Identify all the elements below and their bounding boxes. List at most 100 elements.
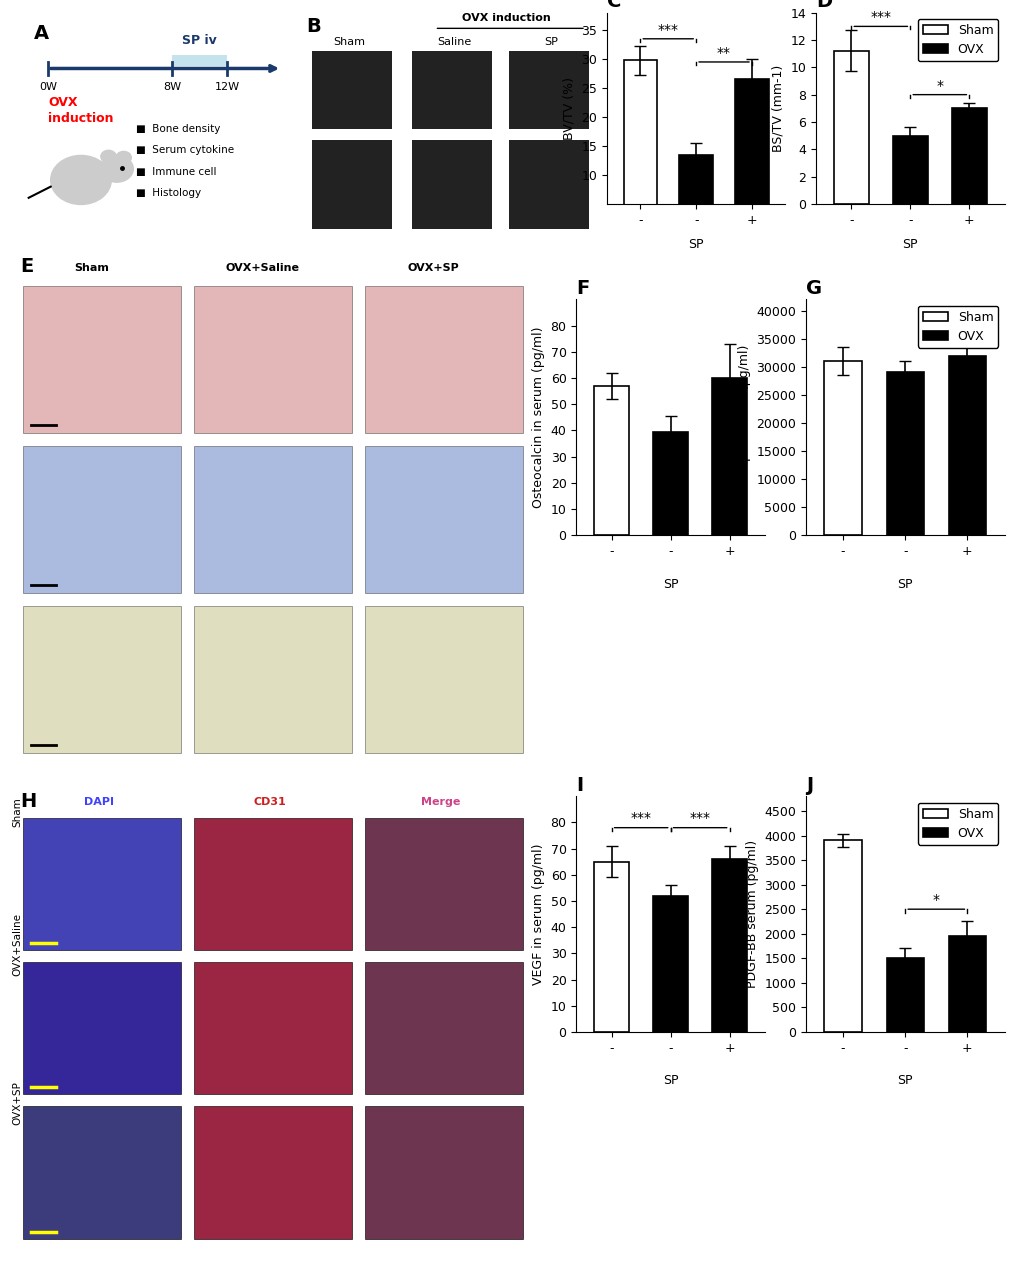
Bar (948, 936, 985, 1032)
FancyBboxPatch shape (412, 51, 491, 129)
Text: ***: *** (869, 10, 891, 24)
Text: ***: *** (630, 812, 651, 826)
Text: SP: SP (662, 1074, 678, 1088)
Text: 12W: 12W (214, 82, 239, 92)
FancyBboxPatch shape (194, 962, 352, 1094)
Y-axis label: BS/TV (mm-1): BS/TV (mm-1) (771, 65, 784, 152)
Bar (886, 958, 923, 1032)
FancyBboxPatch shape (194, 818, 352, 950)
Text: SP: SP (662, 577, 678, 591)
Text: ■  Histology: ■ Histology (136, 187, 201, 197)
Text: OVX+Saline: OVX+Saline (13, 913, 22, 976)
FancyBboxPatch shape (172, 55, 227, 66)
FancyBboxPatch shape (412, 140, 491, 229)
Bar (886, 372, 923, 535)
Text: SP: SP (897, 577, 912, 591)
FancyBboxPatch shape (23, 1106, 181, 1238)
FancyBboxPatch shape (194, 446, 352, 592)
Circle shape (101, 150, 116, 163)
Bar (892, 135, 927, 204)
Text: induction: induction (48, 112, 113, 125)
Y-axis label: TGF-β in serum (pg/ml): TGF-β in serum (pg/ml) (737, 344, 750, 490)
Circle shape (51, 155, 111, 204)
Text: J: J (805, 776, 812, 795)
Bar (711, 859, 747, 1032)
FancyBboxPatch shape (194, 605, 352, 753)
Bar (679, 154, 712, 233)
Bar (951, 108, 986, 204)
Text: E: E (20, 257, 34, 276)
Bar (711, 378, 747, 535)
Y-axis label: Osteocalcin in serum (pg/ml): Osteocalcin in serum (pg/ml) (532, 326, 544, 508)
Bar (593, 386, 629, 535)
Text: 0W: 0W (39, 82, 57, 92)
Circle shape (100, 155, 133, 182)
FancyBboxPatch shape (365, 605, 523, 753)
Text: C: C (606, 0, 621, 11)
Bar (823, 841, 861, 1032)
Y-axis label: VEGF in serum (pg/ml): VEGF in serum (pg/ml) (532, 843, 544, 985)
FancyBboxPatch shape (312, 140, 391, 229)
Text: SP iv: SP iv (181, 34, 217, 47)
FancyBboxPatch shape (365, 962, 523, 1094)
Bar (593, 861, 629, 1032)
FancyBboxPatch shape (23, 962, 181, 1094)
Y-axis label: PDGF-BB serum (pg/ml): PDGF-BB serum (pg/ml) (745, 840, 758, 989)
Text: OVX+SP: OVX+SP (408, 262, 459, 273)
Text: Merge: Merge (421, 796, 461, 806)
FancyBboxPatch shape (312, 51, 391, 129)
Text: ***: *** (657, 23, 678, 37)
Text: ■  Bone density: ■ Bone density (136, 125, 220, 134)
Bar (735, 79, 768, 233)
Text: **: ** (716, 46, 731, 60)
Text: SP: SP (688, 238, 703, 251)
Legend: Sham, OVX: Sham, OVX (917, 306, 998, 348)
Text: A: A (35, 24, 49, 43)
Text: CD31: CD31 (254, 796, 286, 806)
Bar (833, 51, 868, 204)
Text: DAPI: DAPI (85, 796, 114, 806)
Bar (652, 896, 688, 1032)
Circle shape (116, 152, 131, 164)
FancyBboxPatch shape (365, 1106, 523, 1238)
Bar (948, 355, 985, 535)
Y-axis label: BV/TV (%): BV/TV (%) (562, 76, 575, 140)
Text: SP: SP (544, 37, 558, 47)
Text: SP: SP (902, 238, 917, 251)
Text: ***: *** (689, 812, 710, 826)
Text: I: I (576, 776, 583, 795)
FancyBboxPatch shape (365, 446, 523, 592)
Legend: Sham, OVX: Sham, OVX (917, 19, 998, 61)
Text: 8W: 8W (163, 82, 180, 92)
Text: Sham: Sham (74, 262, 109, 273)
Text: F: F (576, 279, 589, 298)
FancyBboxPatch shape (508, 140, 588, 229)
FancyBboxPatch shape (23, 605, 181, 753)
Text: *: * (935, 79, 943, 93)
FancyBboxPatch shape (508, 51, 588, 129)
FancyBboxPatch shape (23, 818, 181, 950)
Text: OVX+SP: OVX+SP (13, 1080, 22, 1125)
Text: Saline: Saline (437, 37, 471, 47)
Text: Sham: Sham (13, 798, 22, 827)
Text: ■  Immune cell: ■ Immune cell (136, 167, 216, 177)
Text: G: G (805, 279, 821, 298)
Text: H: H (20, 792, 37, 812)
FancyBboxPatch shape (194, 1106, 352, 1238)
Legend: Sham, OVX: Sham, OVX (917, 803, 998, 845)
Text: B: B (306, 17, 320, 36)
Text: OVX induction: OVX induction (461, 13, 550, 23)
Bar (623, 60, 656, 233)
Text: OVX+Saline: OVX+Saline (225, 262, 300, 273)
Bar (652, 432, 688, 535)
FancyBboxPatch shape (23, 446, 181, 592)
Text: ■  Serum cytokine: ■ Serum cytokine (136, 145, 234, 155)
FancyBboxPatch shape (23, 285, 181, 433)
Text: Sham: Sham (332, 37, 365, 47)
FancyBboxPatch shape (194, 285, 352, 433)
Text: D: D (815, 0, 832, 11)
Text: *: * (932, 893, 938, 907)
Bar (823, 361, 861, 535)
Text: OVX: OVX (48, 97, 77, 110)
Text: SP: SP (897, 1074, 912, 1088)
